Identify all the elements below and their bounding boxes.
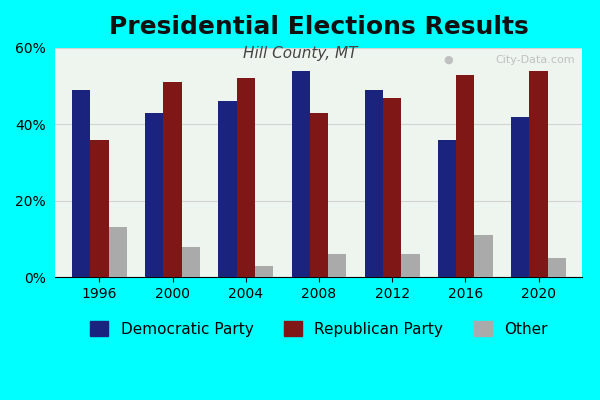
Bar <box>236 78 255 277</box>
Bar <box>182 246 200 277</box>
Text: City-Data.com: City-Data.com <box>495 55 575 65</box>
Text: ●: ● <box>443 55 454 65</box>
Bar <box>401 254 419 277</box>
Bar <box>529 71 548 277</box>
Bar <box>548 258 566 277</box>
Bar <box>383 98 401 277</box>
Bar <box>163 82 182 277</box>
Bar <box>365 90 383 277</box>
Bar <box>438 140 456 277</box>
Bar <box>456 75 475 277</box>
Bar <box>90 140 109 277</box>
Bar <box>310 113 328 277</box>
Bar <box>292 71 310 277</box>
Bar <box>475 235 493 277</box>
Bar <box>145 113 163 277</box>
Bar <box>218 101 236 277</box>
Bar <box>511 117 529 277</box>
Bar <box>72 90 90 277</box>
Legend: Democratic Party, Republican Party, Other: Democratic Party, Republican Party, Othe… <box>84 314 554 343</box>
Bar <box>328 254 346 277</box>
Bar <box>109 228 127 277</box>
Text: Hill County, MT: Hill County, MT <box>243 46 357 61</box>
Title: Presidential Elections Results: Presidential Elections Results <box>109 15 529 39</box>
Bar <box>255 266 273 277</box>
